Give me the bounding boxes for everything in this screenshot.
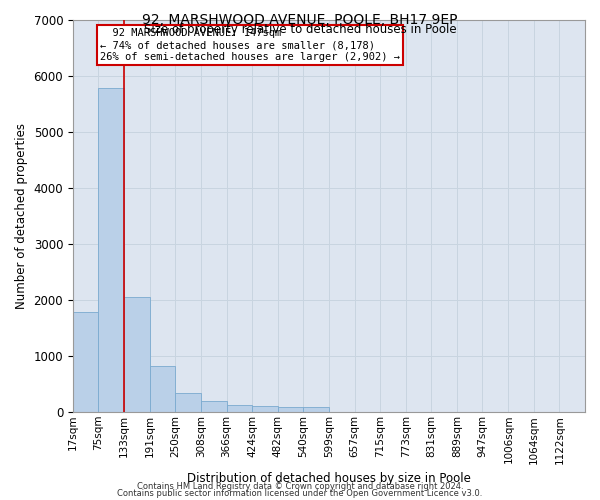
Bar [252, 406, 278, 412]
Bar [175, 393, 201, 412]
Text: Size of property relative to detached houses in Poole: Size of property relative to detached ho… [143, 22, 457, 36]
Bar [303, 407, 329, 412]
X-axis label: Distribution of detached houses by size in Poole: Distribution of detached houses by size … [187, 472, 471, 485]
Bar [124, 296, 149, 412]
Text: 92 MARSHWOOD AVENUE: 147sqm
← 74% of detached houses are smaller (8,178)
26% of : 92 MARSHWOOD AVENUE: 147sqm ← 74% of det… [100, 28, 400, 62]
Y-axis label: Number of detached properties: Number of detached properties [15, 123, 28, 309]
Text: Contains public sector information licensed under the Open Government Licence v3: Contains public sector information licen… [118, 490, 482, 498]
Bar [227, 405, 252, 412]
Text: 92, MARSHWOOD AVENUE, POOLE, BH17 9EP: 92, MARSHWOOD AVENUE, POOLE, BH17 9EP [142, 12, 458, 26]
Bar [98, 88, 124, 412]
Bar [278, 407, 303, 412]
Bar [201, 401, 227, 412]
Text: Contains HM Land Registry data © Crown copyright and database right 2024.: Contains HM Land Registry data © Crown c… [137, 482, 463, 491]
Bar [149, 366, 175, 412]
Bar [73, 312, 98, 412]
